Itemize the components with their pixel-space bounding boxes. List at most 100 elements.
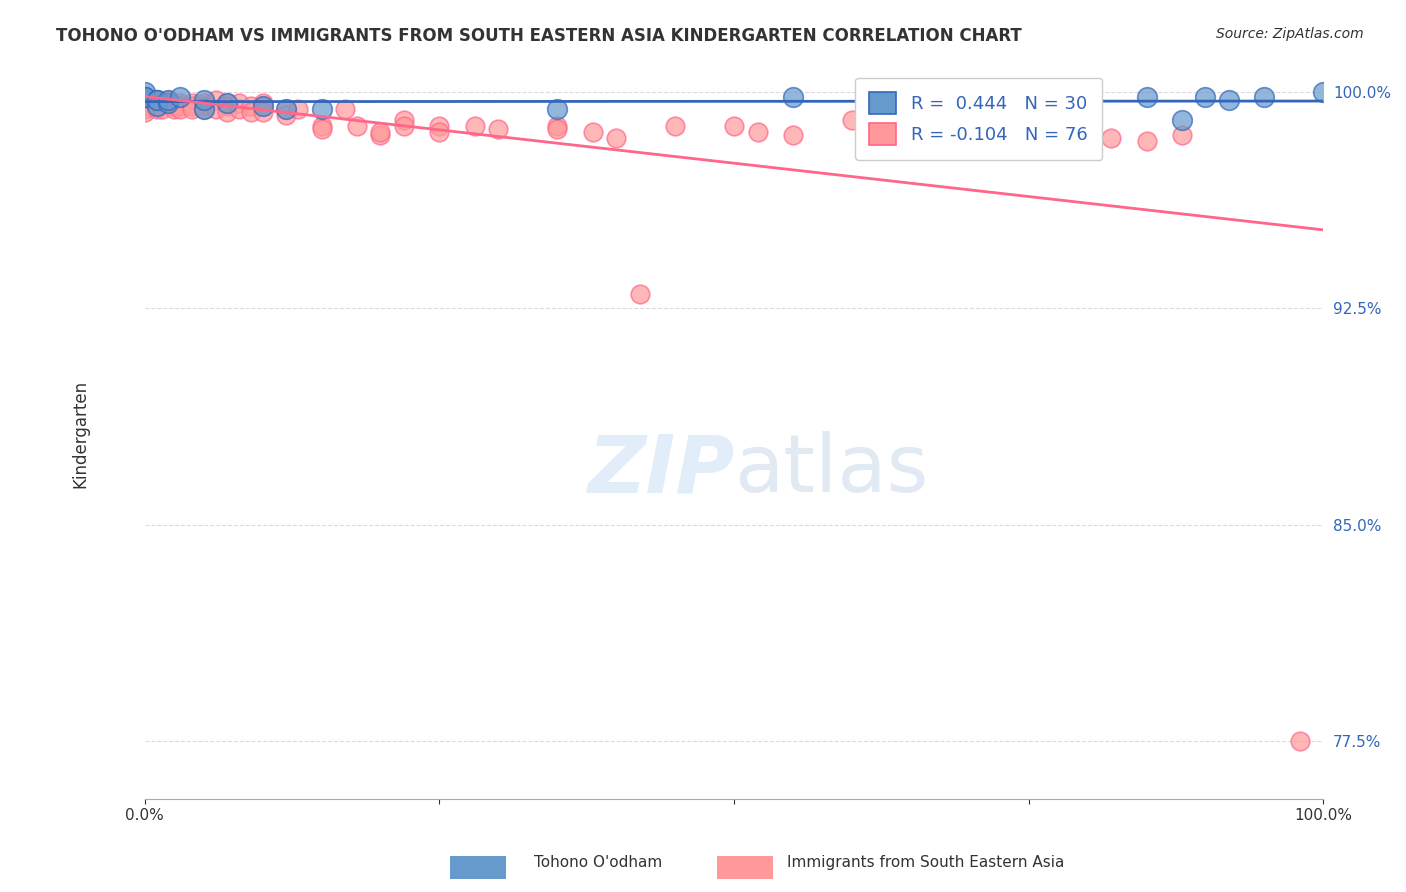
Point <box>134 90 156 104</box>
Point <box>134 90 156 104</box>
Point <box>134 96 156 111</box>
Point <box>841 113 863 128</box>
Point <box>333 102 356 116</box>
Point <box>900 128 922 142</box>
Text: ZIP: ZIP <box>586 431 734 509</box>
Text: Immigrants from South Eastern Asia: Immigrants from South Eastern Asia <box>787 855 1064 870</box>
Point <box>217 96 239 111</box>
Point <box>193 102 215 116</box>
Point <box>169 90 191 104</box>
Point <box>163 102 186 116</box>
Point <box>134 93 156 107</box>
Point <box>581 125 603 139</box>
Point <box>782 90 804 104</box>
Point <box>157 96 180 111</box>
Point <box>157 96 180 111</box>
Point <box>311 122 333 136</box>
Point <box>193 99 215 113</box>
Point <box>134 96 156 111</box>
Point <box>193 93 215 107</box>
Point <box>747 125 769 139</box>
Point <box>628 286 651 301</box>
Point <box>1171 128 1194 142</box>
Point <box>865 134 887 148</box>
Point <box>145 93 167 107</box>
Point <box>169 99 191 113</box>
Point <box>134 90 156 104</box>
Point <box>392 113 415 128</box>
Point <box>370 128 392 142</box>
Point <box>181 96 204 111</box>
Point <box>276 108 298 122</box>
Point <box>145 102 167 116</box>
Point <box>152 102 174 116</box>
Point <box>181 99 204 113</box>
Point <box>134 99 156 113</box>
Point <box>134 102 156 116</box>
Point <box>204 93 226 107</box>
Point <box>134 90 156 104</box>
Point <box>157 93 180 107</box>
Point <box>1218 93 1240 107</box>
Point <box>252 104 274 119</box>
Point <box>546 122 568 136</box>
Point <box>546 120 568 134</box>
Text: Tohono O'odham: Tohono O'odham <box>534 855 662 870</box>
FancyBboxPatch shape <box>706 852 785 883</box>
Point <box>865 102 887 116</box>
Point <box>252 99 274 113</box>
Point <box>959 130 981 145</box>
Point <box>134 99 156 113</box>
Point <box>1018 128 1040 142</box>
Point <box>239 104 262 119</box>
Point <box>134 93 156 107</box>
Y-axis label: Kindergarten: Kindergarten <box>72 380 89 488</box>
Point <box>392 120 415 134</box>
Point <box>276 102 298 116</box>
Point <box>239 99 262 113</box>
Legend: R =  0.444   N = 30, R = -0.104   N = 76: R = 0.444 N = 30, R = -0.104 N = 76 <box>855 78 1102 160</box>
Point <box>134 104 156 119</box>
Point <box>311 102 333 116</box>
Point <box>900 90 922 104</box>
Point <box>429 120 451 134</box>
Point <box>981 134 1004 148</box>
Point <box>1099 130 1122 145</box>
Point <box>228 96 250 111</box>
Point <box>1018 96 1040 111</box>
Point <box>145 96 167 111</box>
Point <box>228 102 250 116</box>
Point <box>169 96 191 111</box>
Point <box>217 99 239 113</box>
Point <box>169 102 191 116</box>
Point <box>193 102 215 116</box>
Point <box>145 99 167 113</box>
Point <box>276 102 298 116</box>
Point <box>464 120 486 134</box>
Point <box>145 99 167 113</box>
Point <box>181 102 204 116</box>
Point <box>287 102 309 116</box>
Point <box>1135 134 1157 148</box>
Point <box>486 122 509 136</box>
Point <box>370 125 392 139</box>
Point <box>311 120 333 134</box>
Point <box>145 93 167 107</box>
Point <box>134 90 156 104</box>
Point <box>204 102 226 116</box>
Point <box>1194 90 1216 104</box>
Point <box>1253 90 1275 104</box>
FancyBboxPatch shape <box>439 852 517 883</box>
Point <box>193 96 215 111</box>
Point <box>1053 130 1076 145</box>
Point <box>546 102 568 116</box>
Point <box>1135 90 1157 104</box>
Point <box>723 120 745 134</box>
Point <box>782 128 804 142</box>
Point <box>157 93 180 107</box>
Text: TOHONO O'ODHAM VS IMMIGRANTS FROM SOUTH EASTERN ASIA KINDERGARTEN CORRELATION CH: TOHONO O'ODHAM VS IMMIGRANTS FROM SOUTH … <box>56 27 1022 45</box>
Point <box>429 125 451 139</box>
Text: atlas: atlas <box>734 431 928 509</box>
Point <box>134 96 156 111</box>
Point <box>1312 85 1334 99</box>
